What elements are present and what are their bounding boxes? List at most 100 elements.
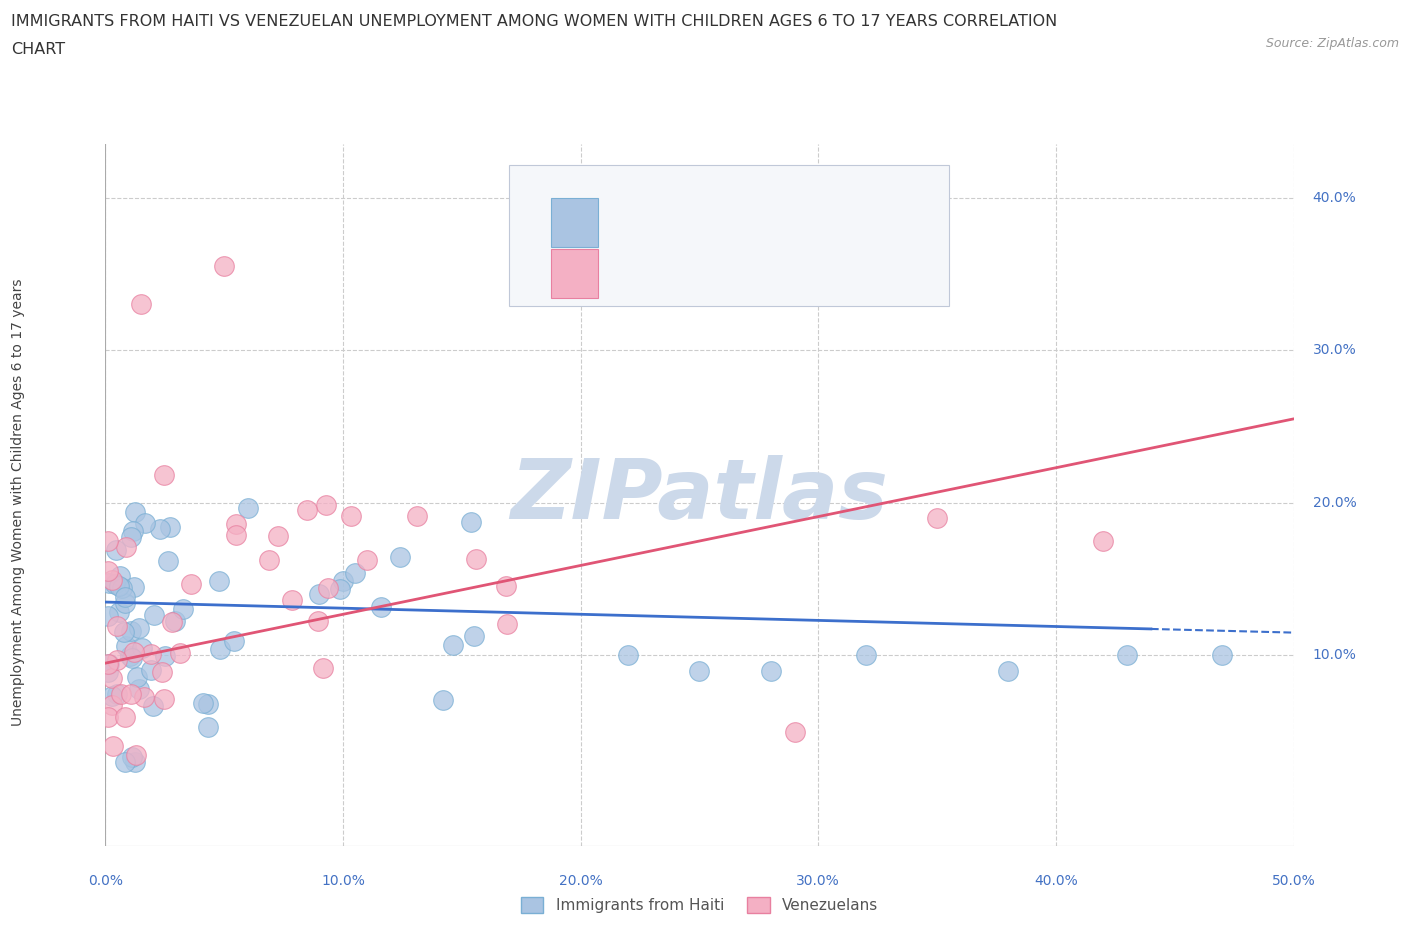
Point — [1092, 534, 1115, 549]
Point — [124, 579, 146, 594]
Point — [97, 664, 120, 679]
Point — [297, 503, 319, 518]
Point — [141, 662, 163, 677]
Point — [222, 633, 245, 648]
Point — [307, 614, 329, 629]
Point — [142, 698, 165, 713]
Point — [339, 509, 361, 524]
Point — [114, 755, 136, 770]
Point — [783, 724, 806, 739]
Point — [125, 748, 148, 763]
Point — [108, 568, 131, 583]
Point — [122, 644, 145, 659]
Point — [159, 519, 181, 534]
Point — [191, 695, 214, 710]
Point — [316, 581, 339, 596]
Point — [115, 639, 138, 654]
Point — [121, 750, 143, 764]
Point — [143, 607, 166, 622]
FancyBboxPatch shape — [551, 198, 599, 247]
Point — [689, 663, 711, 678]
Point — [101, 572, 124, 587]
Point — [127, 670, 149, 684]
Point — [1116, 648, 1139, 663]
Point — [356, 553, 378, 568]
Point — [225, 516, 247, 531]
Text: 50.0%: 50.0% — [1271, 874, 1316, 888]
Point — [465, 551, 488, 566]
Text: 30.0%: 30.0% — [1313, 343, 1357, 357]
Point — [103, 738, 125, 753]
Point — [97, 657, 120, 671]
Point — [460, 514, 482, 529]
Point — [329, 581, 352, 596]
Text: 0.0%: 0.0% — [89, 874, 122, 888]
Text: IMMIGRANTS FROM HAITI VS VENEZUELAN UNEMPLOYMENT AMONG WOMEN WITH CHILDREN AGES : IMMIGRANTS FROM HAITI VS VENEZUELAN UNEM… — [11, 14, 1057, 29]
Point — [121, 651, 143, 666]
Point — [160, 615, 183, 630]
Point — [1211, 648, 1233, 663]
Point — [134, 690, 156, 705]
Point — [101, 671, 124, 685]
Point — [128, 682, 150, 697]
Text: Source: ZipAtlas.com: Source: ZipAtlas.com — [1265, 37, 1399, 50]
Point — [97, 710, 120, 724]
Point — [169, 645, 191, 660]
Point — [208, 642, 231, 657]
Point — [496, 617, 519, 631]
Point — [139, 647, 162, 662]
Point — [105, 653, 128, 668]
Point — [370, 600, 392, 615]
Point — [104, 543, 127, 558]
Text: Unemployment Among Women with Children Ages 6 to 17 years: Unemployment Among Women with Children A… — [11, 278, 25, 726]
Text: 20.0%: 20.0% — [558, 874, 603, 888]
Text: 20.0%: 20.0% — [1313, 496, 1357, 510]
Point — [97, 564, 120, 578]
Point — [97, 657, 120, 671]
Point — [855, 648, 877, 663]
Point — [312, 660, 335, 675]
Point — [165, 613, 187, 628]
Point — [214, 259, 236, 273]
Text: 40.0%: 40.0% — [1313, 191, 1357, 205]
Point — [172, 602, 194, 617]
Point — [97, 609, 120, 624]
Point — [153, 649, 176, 664]
Point — [108, 604, 131, 619]
Point — [108, 579, 131, 594]
Point — [267, 529, 290, 544]
Point — [120, 686, 142, 701]
Text: R =  -0.059   N = 64: R = -0.059 N = 64 — [616, 215, 772, 231]
Point — [105, 618, 128, 633]
Point — [405, 509, 427, 524]
Text: 10.0%: 10.0% — [321, 874, 366, 888]
Point — [110, 686, 132, 701]
Point — [463, 629, 485, 644]
Point — [150, 664, 173, 679]
Point — [104, 577, 127, 591]
Text: ZIPatlas: ZIPatlas — [510, 455, 889, 536]
Point — [120, 530, 142, 545]
Text: 10.0%: 10.0% — [1313, 648, 1357, 662]
FancyBboxPatch shape — [509, 166, 949, 306]
Point — [443, 638, 465, 653]
Point — [236, 501, 259, 516]
Point — [114, 590, 136, 604]
Point — [257, 553, 280, 568]
Point — [925, 511, 948, 525]
Point — [997, 663, 1019, 678]
Point — [180, 577, 202, 591]
Point — [128, 620, 150, 635]
Point — [157, 554, 180, 569]
Point — [389, 549, 412, 564]
Point — [281, 592, 304, 607]
Text: 30.0%: 30.0% — [796, 874, 841, 888]
Point — [432, 692, 454, 707]
Point — [153, 467, 176, 482]
Point — [110, 580, 132, 595]
Point — [115, 539, 138, 554]
Point — [101, 698, 124, 712]
Legend: Immigrants from Haiti, Venezuelans: Immigrants from Haiti, Venezuelans — [515, 891, 884, 920]
Point — [131, 641, 153, 656]
Point — [149, 522, 172, 537]
